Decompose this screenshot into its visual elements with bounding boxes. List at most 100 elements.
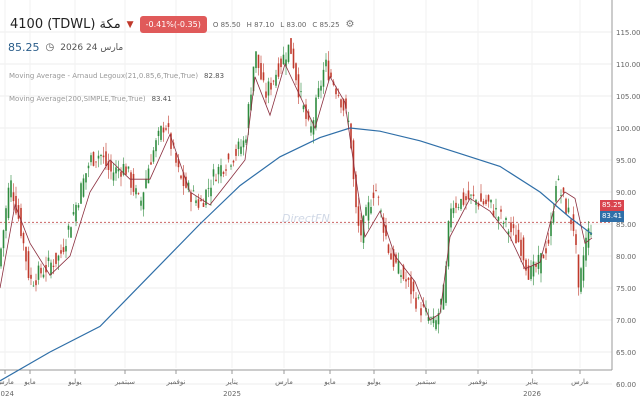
candle — [65, 245, 67, 252]
y-tick-label: 60.00 — [616, 381, 636, 389]
candle — [470, 194, 472, 196]
candle — [417, 297, 420, 299]
x-tick-label: يوليو — [67, 378, 81, 386]
candle — [10, 180, 12, 198]
candle — [40, 267, 42, 274]
candle — [2, 230, 5, 249]
candle — [432, 316, 435, 324]
candle — [72, 212, 75, 215]
candle — [160, 126, 162, 140]
y-tick-label: 90.00 — [616, 189, 636, 197]
candle — [57, 255, 60, 261]
candle — [42, 274, 45, 278]
candle — [427, 316, 430, 321]
indicator-ma200[interactable]: Moving Average(200,SIMPLE,True,True) 83.4… — [9, 95, 172, 103]
gear-icon[interactable]: ⚙ — [345, 19, 355, 30]
candle — [577, 254, 580, 288]
candle — [525, 259, 527, 271]
candle — [47, 257, 50, 262]
candle — [280, 58, 282, 68]
candle — [132, 173, 135, 192]
candle — [490, 199, 492, 203]
candle — [180, 175, 182, 179]
candle — [440, 298, 442, 305]
candle — [35, 280, 37, 286]
candle — [125, 166, 127, 175]
candle — [167, 123, 170, 127]
candle — [182, 172, 185, 187]
candle — [120, 171, 122, 177]
candle — [482, 201, 485, 205]
candle — [527, 265, 530, 280]
clock-icon: ◷ — [45, 42, 55, 53]
candle — [545, 248, 547, 254]
candle — [142, 192, 145, 210]
y-tick-label: 100.00 — [616, 125, 640, 133]
candle — [257, 54, 260, 68]
candle — [0, 248, 2, 267]
candle — [212, 169, 215, 177]
candle — [297, 74, 300, 98]
candle — [442, 284, 445, 310]
candle — [240, 146, 242, 154]
candle — [387, 244, 390, 253]
candle — [255, 51, 257, 69]
candle — [540, 253, 542, 274]
candle — [27, 251, 30, 278]
candle — [457, 207, 460, 208]
candle — [327, 60, 330, 81]
symbol-name[interactable]: 4100 (TDWL) مكة — [10, 17, 121, 32]
candle — [335, 88, 337, 95]
candle — [207, 187, 210, 189]
indicator-legoux[interactable]: Moving Average - Arnaud Legoux(21,0.85,6… — [9, 72, 225, 80]
candle — [560, 194, 562, 196]
candle — [260, 63, 262, 80]
candle — [107, 161, 110, 170]
candle — [562, 187, 565, 193]
candle — [135, 188, 137, 195]
candle — [320, 85, 322, 91]
candle — [325, 59, 327, 67]
candle — [322, 69, 325, 87]
candle — [185, 176, 187, 188]
candle — [447, 221, 450, 267]
candle — [110, 160, 112, 172]
y-tick-label: 70.00 — [616, 317, 636, 325]
candle — [220, 165, 222, 177]
x-tick-label: يناير — [225, 378, 238, 386]
candle — [437, 313, 440, 325]
candle — [415, 297, 417, 309]
price-badge: 85.25 — [600, 200, 624, 211]
candle — [140, 200, 142, 206]
ohlc-values: O 85.50 H 87.10 L 83.00 C 85.25 — [213, 21, 340, 29]
candle — [357, 206, 360, 226]
candle — [67, 225, 70, 230]
x-tick-label: مايو — [323, 378, 336, 386]
candle — [92, 152, 95, 166]
chart-header: 4100 (TDWL) مكة ▼ -0.41%(-0.35) O 85.50 … — [10, 16, 355, 33]
candle — [157, 130, 160, 137]
candle — [505, 217, 507, 221]
candle — [155, 140, 157, 152]
candle — [77, 205, 80, 208]
candle — [105, 151, 107, 166]
candle — [177, 159, 180, 168]
candle — [330, 72, 332, 78]
candle — [250, 94, 252, 111]
candle — [12, 192, 15, 202]
candle — [292, 48, 295, 68]
candle — [295, 63, 297, 81]
candle — [272, 80, 275, 82]
candle — [390, 253, 392, 260]
down-arrow-icon: ▼ — [126, 19, 134, 30]
candle — [37, 265, 40, 280]
candle — [530, 266, 532, 280]
close: C 85.25 — [312, 20, 340, 29]
candle — [465, 196, 467, 201]
candle — [400, 275, 402, 277]
candle — [382, 217, 385, 233]
candle — [532, 261, 535, 277]
candle — [342, 99, 345, 111]
candle — [370, 206, 372, 214]
